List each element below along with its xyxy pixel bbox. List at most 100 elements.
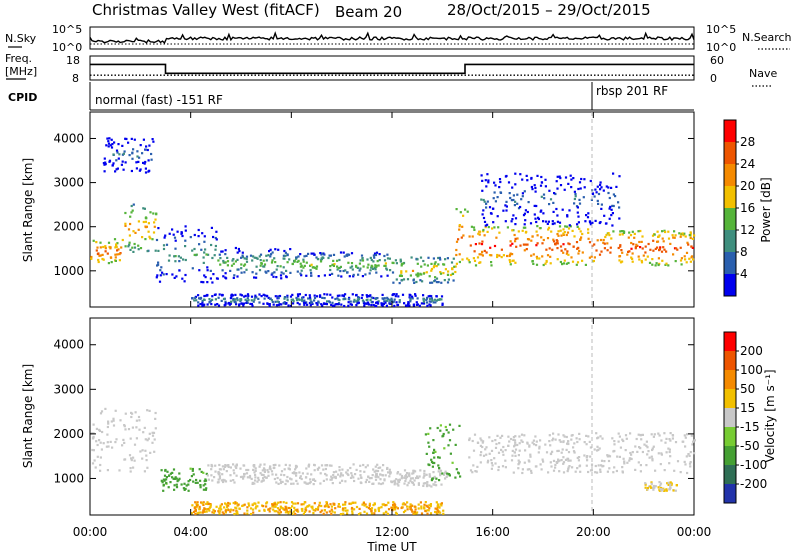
- power-cell: [562, 228, 565, 231]
- power-cell: [526, 243, 529, 246]
- velocity-cell: [112, 419, 115, 422]
- velocity-cell: [446, 472, 449, 475]
- velocity-cell: [608, 467, 611, 470]
- power-cell: [319, 252, 322, 255]
- colorbar-tick-label: -50: [740, 439, 760, 453]
- power-cell: [223, 304, 226, 307]
- power-cell: [202, 261, 205, 264]
- power-cell: [328, 301, 331, 304]
- power-cell: [359, 267, 362, 270]
- power-cell: [438, 298, 441, 301]
- power-cell: [588, 256, 591, 259]
- power-cell: [526, 238, 530, 241]
- power-cell: [197, 228, 200, 232]
- velocity-cell: [574, 470, 577, 473]
- power-cell: [430, 267, 434, 271]
- power-cell: [135, 161, 138, 164]
- velocity-cell: [272, 508, 275, 511]
- velocity-cell: [374, 508, 377, 511]
- power-cell: [536, 174, 539, 177]
- velocity-cell: [549, 461, 552, 464]
- velocity-cell: [102, 442, 105, 445]
- velocity-cell: [674, 489, 677, 492]
- power-cell: [478, 261, 481, 264]
- power-cell: [461, 258, 464, 261]
- velocity-cell: [254, 469, 257, 472]
- velocity-cell: [499, 436, 502, 439]
- power-cell: [483, 234, 486, 237]
- power-cell: [181, 234, 184, 238]
- power-cell: [208, 298, 211, 301]
- velocity-cell: [494, 462, 497, 465]
- power-cell: [570, 256, 573, 259]
- velocity-cell: [201, 511, 204, 514]
- velocity-cell: [169, 472, 172, 475]
- power-cell: [236, 297, 239, 300]
- power-cell: [384, 301, 387, 304]
- power-cell: [563, 188, 566, 191]
- velocity-cell: [447, 444, 450, 447]
- velocity-cell: [438, 456, 441, 459]
- power-cell: [104, 245, 107, 248]
- velocity-cell: [331, 482, 334, 485]
- power-cell: [106, 137, 109, 140]
- power-cell: [150, 152, 153, 156]
- colorbar-swatch: [724, 120, 736, 143]
- velocity-cell: [205, 472, 208, 475]
- velocity-cell: [268, 510, 271, 513]
- velocity-cell: [689, 465, 692, 468]
- power-cell: [174, 255, 177, 258]
- power-cell: [508, 192, 511, 195]
- velocity-cell: [606, 470, 609, 473]
- power-cell: [109, 246, 112, 249]
- velocity-cell: [262, 467, 266, 470]
- velocity-cell: [437, 456, 440, 459]
- power-cell: [372, 296, 375, 300]
- velocity-cell: [194, 512, 197, 516]
- velocity-cell: [520, 439, 523, 442]
- velocity-cell: [295, 474, 298, 477]
- velocity-cell: [123, 458, 126, 461]
- velocity-cell: [544, 443, 547, 446]
- power-cell: [558, 221, 562, 224]
- velocity-cell: [305, 467, 308, 470]
- power-cell: [245, 260, 249, 263]
- power-cell: [604, 222, 608, 225]
- velocity-cell: [148, 432, 151, 435]
- velocity-cell: [376, 469, 380, 473]
- velocity-cell: [578, 432, 581, 435]
- power-cell: [381, 293, 384, 296]
- power-cell: [144, 171, 148, 174]
- power-cell: [143, 207, 146, 210]
- velocity-cell: [245, 468, 248, 472]
- velocity-cell: [596, 445, 599, 448]
- velocity-cell: [98, 429, 101, 432]
- velocity-cell: [325, 474, 328, 477]
- power-cell: [366, 266, 369, 269]
- power-cell: [104, 161, 107, 164]
- power-cell: [555, 207, 558, 211]
- power-cell: [307, 297, 310, 300]
- velocity-cell: [565, 448, 568, 451]
- velocity-cell: [664, 441, 667, 444]
- power-cell: [129, 215, 132, 218]
- power-cell: [468, 235, 471, 238]
- power-cell: [556, 175, 559, 178]
- power-cell: [543, 197, 546, 200]
- velocity-cell: [468, 456, 471, 459]
- power-cell: [437, 263, 440, 266]
- power-cell: [336, 294, 339, 297]
- power-cell: [540, 175, 543, 179]
- x-tick-label: 20:00: [576, 525, 611, 539]
- velocity-cell: [385, 503, 388, 507]
- velocity-cell: [243, 475, 246, 478]
- power-cell: [514, 261, 517, 264]
- power-cell: [193, 233, 196, 237]
- power-cell: [355, 304, 358, 307]
- power-cell: [685, 251, 689, 254]
- velocity-cell: [293, 472, 296, 475]
- power-cell: [355, 300, 358, 303]
- power-cell: [606, 242, 609, 245]
- power-cell: [521, 192, 524, 195]
- velocity-cell: [330, 475, 333, 478]
